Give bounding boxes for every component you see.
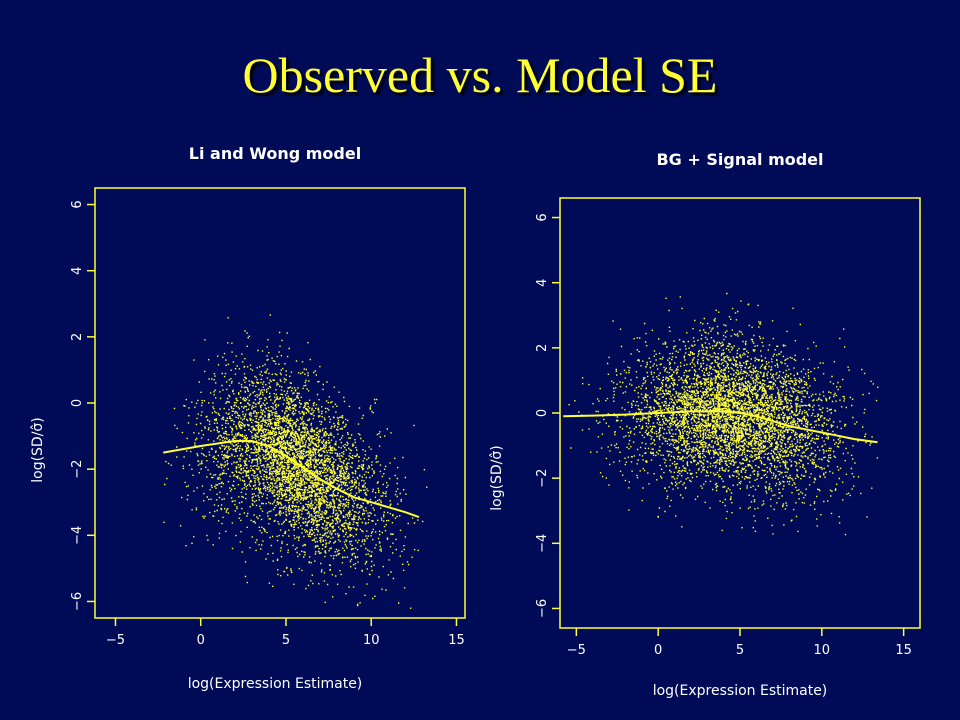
x-axis: −5 0 5 10 15 [106, 618, 465, 648]
y-tick-label: −2 [535, 469, 550, 488]
trend-line [163, 440, 420, 519]
y-tick-label: 4 [535, 279, 550, 287]
plot-frame [94, 187, 466, 619]
slide-title: Observed vs. Model SE [242, 47, 718, 103]
y-tick-label: 6 [70, 200, 85, 208]
x-tick-label: 5 [282, 633, 290, 648]
x-tick-label: 0 [654, 643, 662, 658]
y-axis: −6 −4 −2 0 2 4 6 [535, 213, 560, 618]
chart-li-wong: Li and Wong model −5 0 5 10 15 −6 −4 −2 0 2 4 6 lo… [30, 144, 466, 692]
y-tick-label: 6 [535, 213, 550, 221]
x-tick-label: 0 [197, 633, 205, 648]
scatter-dots [568, 292, 879, 536]
x-tick-label: −5 [106, 633, 125, 648]
x-tick-label: 15 [448, 633, 465, 648]
y-tick-label: 2 [535, 344, 550, 352]
y-tick-label: −6 [535, 599, 550, 618]
x-tick-label: 10 [814, 643, 831, 658]
x-tick-label: −5 [567, 643, 586, 658]
y-axis-label: log(SD/σ̂) [489, 445, 505, 511]
x-tick-label: 10 [363, 633, 380, 648]
x-tick-label: 5 [736, 643, 744, 658]
y-axis: −6 −4 −2 0 2 4 6 [70, 200, 95, 611]
y-tick-label: −4 [535, 534, 550, 553]
y-tick-label: 4 [70, 267, 85, 275]
chart-bg-signal: BG + Signal model −5 0 5 10 15 −6 −4 −2 0 2 4 6 lo… [489, 150, 921, 699]
x-axis-label: log(Expression Estimate) [188, 676, 363, 692]
y-tick-label: 0 [70, 399, 85, 407]
x-axis: −5 0 5 10 15 [567, 628, 912, 658]
y-axis-label: log(SD/σ̂) [30, 417, 46, 483]
y-tick-label: 2 [70, 333, 85, 341]
y-tick-label: −2 [70, 460, 85, 479]
scatter-points [568, 292, 879, 536]
y-tick-label: −4 [70, 526, 85, 545]
y-tick-label: −6 [70, 592, 85, 611]
chart-title: BG + Signal model [656, 150, 823, 169]
trend-line [563, 410, 878, 444]
x-axis-label: log(Expression Estimate) [653, 683, 828, 699]
y-tick-label: 0 [535, 409, 550, 417]
chart-title: Li and Wong model [189, 144, 361, 163]
x-tick-label: 15 [895, 643, 912, 658]
